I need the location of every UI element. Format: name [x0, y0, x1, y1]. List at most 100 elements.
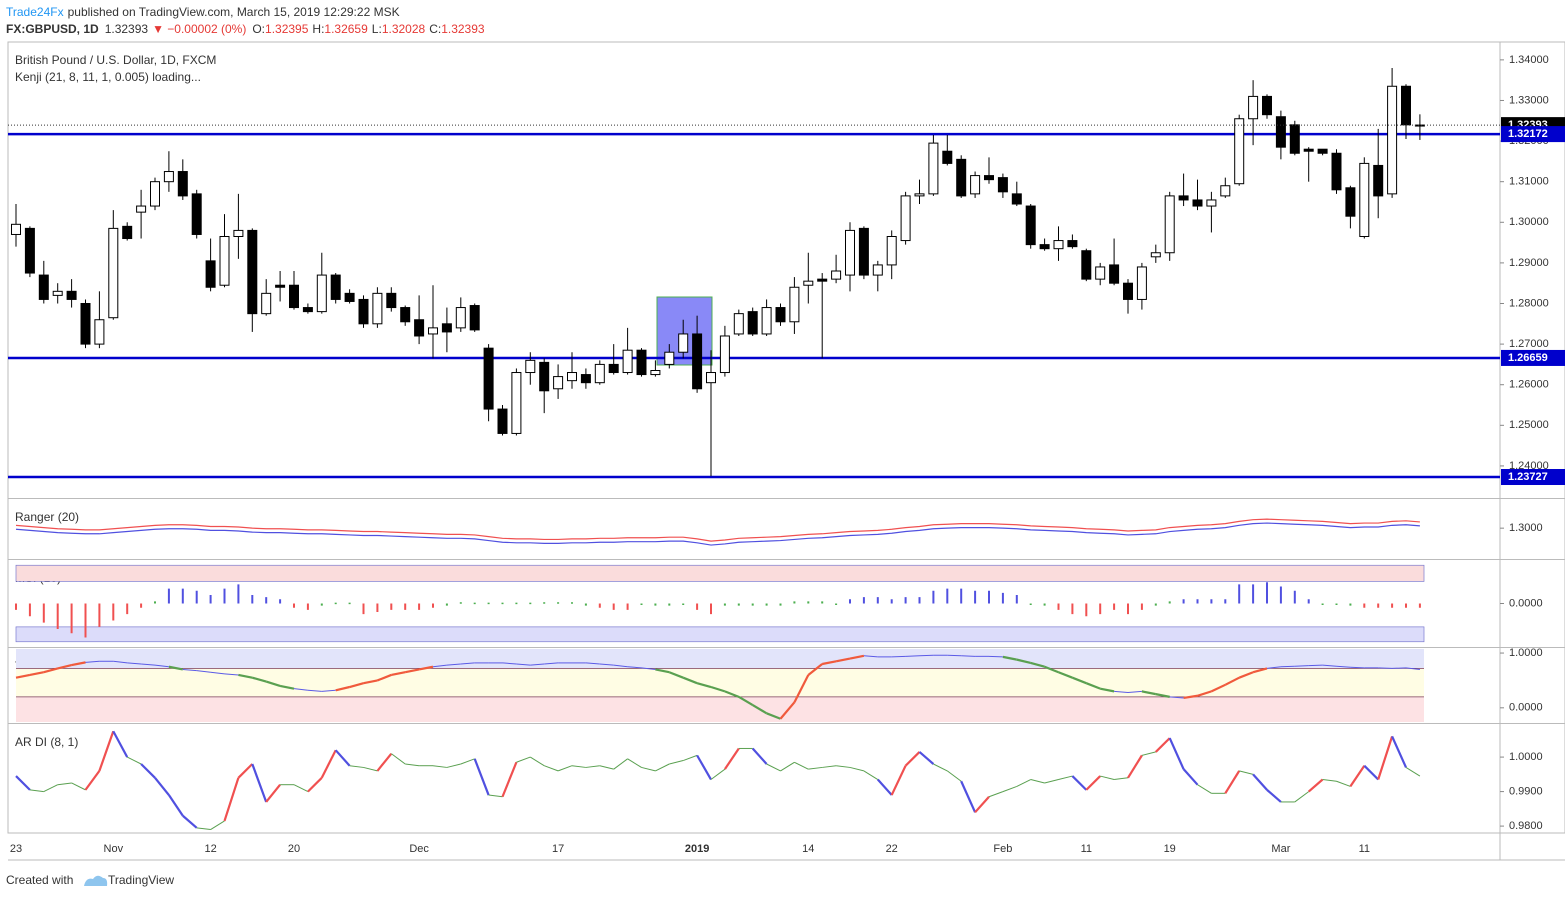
y-tick-label: 1.27000: [1509, 338, 1549, 350]
bar: [293, 603, 295, 608]
bar: [15, 603, 17, 610]
line-segment: [1127, 690, 1142, 693]
line-segment: [112, 730, 129, 758]
line-segment: [1155, 693, 1170, 698]
candle-body: [817, 278, 828, 282]
line-segment: [1058, 775, 1073, 781]
series-line: [15, 518, 1420, 542]
line-segment: [835, 657, 851, 663]
bar: [98, 603, 101, 627]
bar: [918, 597, 921, 604]
bar: [1099, 603, 1102, 615]
line-segment: [349, 765, 364, 768]
bar: [807, 601, 810, 604]
candle-body: [1248, 95, 1259, 120]
bar: [1043, 603, 1046, 606]
candle-body: [136, 205, 147, 213]
candle-body: [733, 313, 744, 335]
candle-body: [275, 284, 286, 288]
author[interactable]: Trade24Fx: [6, 5, 64, 19]
o-value: 1.32395: [265, 22, 309, 36]
line-segment: [919, 654, 934, 657]
line-segment: [223, 777, 240, 822]
bar: [167, 588, 170, 604]
line-segment: [43, 784, 58, 793]
l-value: 1.32028: [382, 22, 426, 36]
line-segment: [432, 664, 447, 668]
line-segment: [1155, 737, 1171, 753]
line-segment: [1002, 785, 1017, 793]
line-segment: [321, 689, 336, 692]
line-segment: [933, 763, 948, 772]
candle-body: [1401, 85, 1411, 126]
line-segment: [141, 663, 156, 666]
bar: [362, 603, 365, 615]
band: [15, 564, 1425, 582]
line-segment: [1114, 777, 1129, 781]
candle-body: [1136, 266, 1147, 300]
line-segment: [502, 662, 517, 665]
line-segment: [1182, 768, 1199, 786]
line-segment: [890, 765, 907, 796]
line-segment: [1030, 661, 1045, 668]
line-segment: [641, 766, 656, 772]
bar: [1349, 603, 1352, 606]
line-segment: [501, 761, 518, 798]
candle-body: [1275, 116, 1286, 148]
line-segment: [947, 654, 962, 657]
line-segment: [1197, 690, 1212, 697]
candle-body: [1206, 199, 1217, 207]
bar: [126, 603, 129, 615]
line-segment: [238, 673, 253, 679]
bar: [84, 603, 87, 638]
y-tick-label: 1.25000: [1509, 419, 1549, 431]
line-segment: [1280, 665, 1295, 668]
bar: [571, 602, 573, 604]
line-segment: [641, 667, 656, 670]
line-segment: [683, 754, 698, 762]
line-segment: [794, 761, 809, 770]
line-segment: [544, 662, 559, 665]
line-segment: [1350, 666, 1365, 669]
bar: [1182, 599, 1185, 604]
line-segment: [530, 663, 545, 666]
line-segment: [405, 763, 420, 767]
line-segment: [1016, 779, 1031, 787]
published: published on TradingView.com, March 15, …: [68, 5, 400, 19]
candle-body: [1150, 252, 1161, 258]
candle-body: [483, 347, 494, 410]
footer-brand[interactable]: TradingView: [108, 873, 174, 887]
candle-body: [650, 369, 661, 376]
line-segment: [557, 765, 573, 772]
candle-body: [886, 236, 897, 266]
candle-body: [719, 335, 730, 374]
line-segment: [307, 777, 323, 793]
x-tick-label: 11: [1081, 843, 1092, 855]
candle-body: [219, 236, 230, 286]
line-segment: [1336, 780, 1351, 787]
x-tick-label: Feb: [993, 843, 1012, 855]
line-segment: [251, 763, 268, 803]
candle-body: [1123, 282, 1133, 300]
line-segment: [1127, 754, 1143, 779]
line-segment: [807, 663, 823, 676]
bar: [557, 602, 560, 604]
line-segment: [237, 763, 254, 779]
line-segment: [307, 689, 322, 692]
line-segment: [655, 763, 670, 772]
hline-box: [1501, 126, 1565, 143]
candle-body: [970, 175, 981, 195]
bar: [487, 602, 490, 605]
bar: [668, 603, 671, 606]
line-segment: [1391, 735, 1408, 768]
bar: [195, 590, 198, 604]
line-segment: [1183, 694, 1198, 700]
bar: [1321, 603, 1324, 605]
bar: [751, 603, 754, 606]
line-segment: [1266, 789, 1282, 803]
line-segment: [723, 747, 740, 770]
bar: [974, 590, 977, 604]
candle-body: [1011, 193, 1022, 205]
candle-body: [358, 298, 369, 325]
bar: [1057, 603, 1060, 610]
